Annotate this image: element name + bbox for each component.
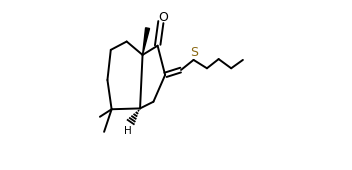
Text: S: S: [190, 46, 198, 59]
Text: O: O: [158, 11, 168, 24]
Text: H: H: [124, 126, 131, 136]
Polygon shape: [143, 28, 150, 55]
